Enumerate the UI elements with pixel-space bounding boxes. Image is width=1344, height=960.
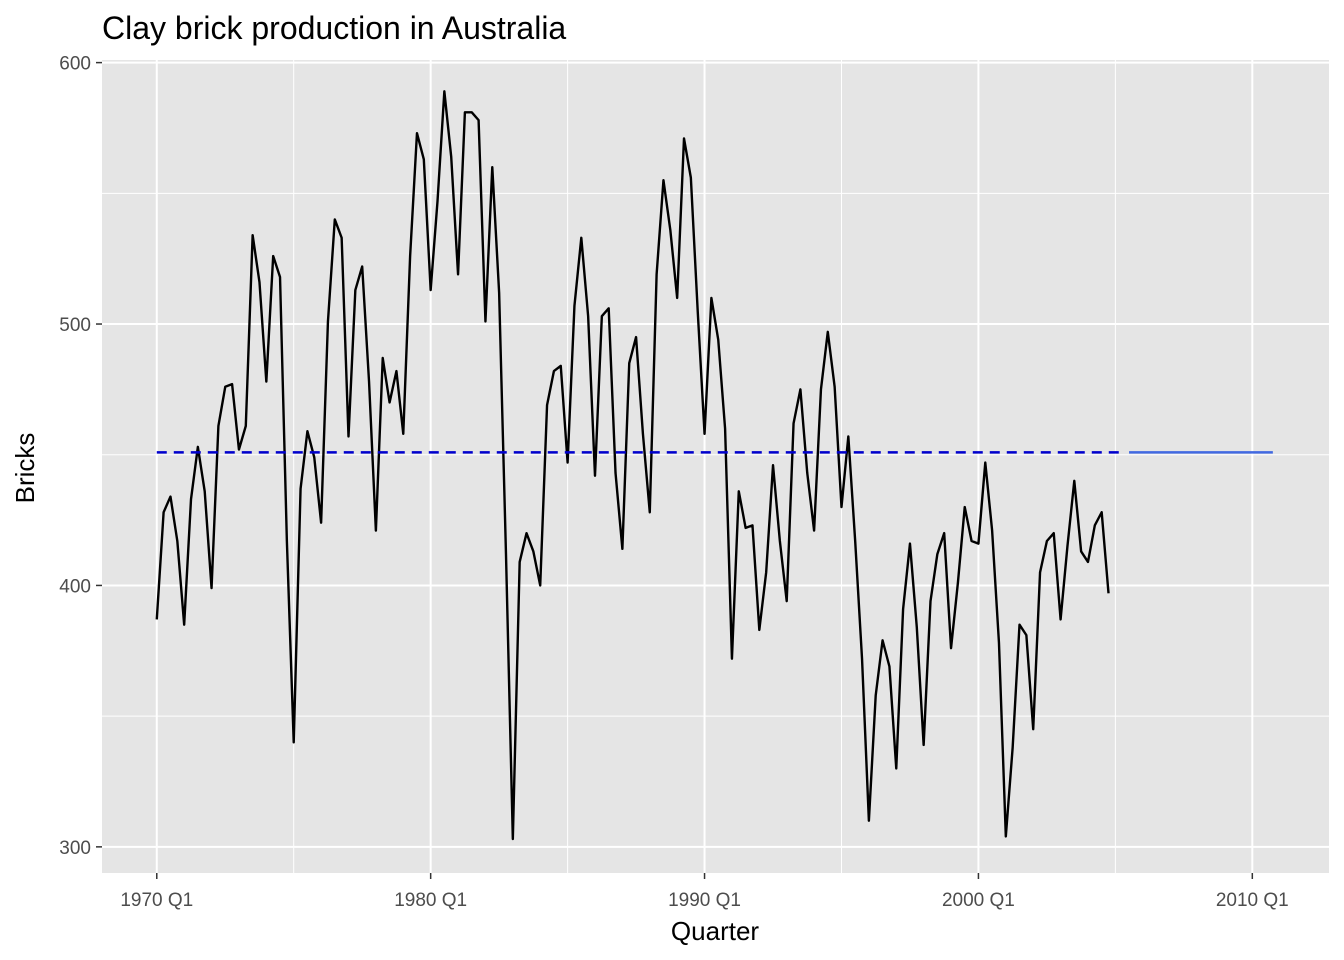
y-axis: 300 400 500 600 <box>59 54 102 859</box>
x-axis-title: Quarter <box>671 916 759 946</box>
x-tick-label: 2000 Q1 <box>942 890 1015 911</box>
y-tick-label: 500 <box>59 315 91 336</box>
series-layer <box>155 90 1273 841</box>
minor-gridlines <box>102 60 1329 873</box>
y-tick-label: 300 <box>59 838 91 859</box>
observed-line <box>155 90 1110 841</box>
x-tick-label: 1970 Q1 <box>120 890 193 911</box>
chart-title: Clay brick production in Australia <box>102 10 566 46</box>
x-axis: 1970 Q1 1980 Q1 1990 Q1 2000 Q1 2010 Q1 <box>120 873 1289 911</box>
x-tick-label: 1980 Q1 <box>394 890 467 911</box>
x-tick-label: 1990 Q1 <box>668 890 741 911</box>
x-tick-label: 2010 Q1 <box>1216 890 1289 911</box>
y-axis-title: Bricks <box>10 433 40 504</box>
plot-panel <box>102 60 1329 873</box>
y-tick-label: 600 <box>59 54 91 75</box>
y-tick-label: 400 <box>59 576 91 597</box>
